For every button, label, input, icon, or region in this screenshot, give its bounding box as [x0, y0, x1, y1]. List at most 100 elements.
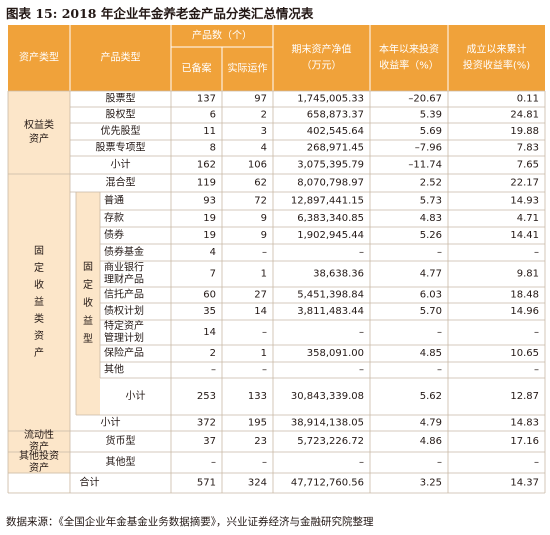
header-cumulative-return-unit: 投资收益率(%)	[463, 59, 530, 72]
ytd-return: 5.69	[420, 126, 442, 137]
cumulative-return: 17.16	[510, 436, 539, 447]
cumulative-return: 0.11	[517, 94, 539, 105]
net-asset-value: 38,914,138.05	[291, 418, 364, 429]
cumulative-return: 24.81	[510, 110, 539, 121]
figure-title: 图表 15: 2018 年企业年金养老金产品分类汇总情况表	[6, 6, 314, 21]
net-asset-value: 12,897,441.15	[291, 196, 364, 207]
header-nav: 期末资产净值	[292, 43, 352, 56]
cumulative-return: 14.37	[510, 478, 539, 489]
cumulative-return: 4.71	[517, 213, 539, 224]
group-liquidity-label: 资产	[29, 440, 49, 453]
cumulative-return: 7.65	[517, 160, 539, 171]
operating-count: 3	[261, 126, 267, 137]
operating-count: 27	[254, 290, 267, 301]
filed-count: 19	[203, 213, 216, 224]
cumulative-return: 10.65	[510, 348, 539, 359]
filed-count: 7	[210, 269, 216, 280]
operating-count: 97	[254, 94, 267, 105]
filed-count: 253	[197, 391, 216, 402]
product-name: 管理计划	[104, 331, 144, 344]
operating-count: 1	[261, 348, 267, 359]
ytd-return: –	[437, 247, 442, 258]
ytd-return: 5.39	[420, 110, 442, 121]
header-asset-type: 资产类型	[19, 51, 59, 64]
operating-count: –	[262, 457, 267, 468]
fixed-sub-column-band	[76, 192, 100, 415]
operating-count: 1	[261, 269, 267, 280]
net-asset-value: 30,843,339.08	[291, 391, 364, 402]
filed-count: 372	[197, 418, 216, 429]
filed-count: 60	[203, 290, 216, 301]
product-name: 特定资产	[104, 319, 144, 332]
cumulative-return: 14.41	[510, 230, 539, 241]
group-fixed-income-char: 产	[34, 346, 44, 359]
cumulative-return: –	[534, 327, 539, 338]
net-asset-value: 3,075,395.79	[297, 160, 364, 171]
group-other-label: 其他投资	[19, 449, 59, 462]
cumulative-return: 22.17	[510, 178, 539, 189]
operating-count: 133	[248, 391, 267, 402]
header-background	[8, 25, 545, 91]
net-asset-value: 6,383,340.85	[297, 213, 364, 224]
product-name: 债权计划	[104, 304, 144, 317]
product-name: 存款	[104, 211, 124, 224]
header-cumulative-return: 成立以来累计	[467, 43, 527, 56]
group-other-label: 资产	[29, 461, 49, 474]
cumulative-return: 18.48	[510, 290, 539, 301]
net-asset-value: 268,971.45	[307, 143, 364, 154]
product-name: 小计	[101, 416, 121, 429]
fixed-sub-char: 益	[83, 314, 93, 327]
filed-count: 37	[203, 436, 216, 447]
operating-count: 106	[248, 160, 267, 171]
header-operating: 实际运作	[228, 62, 268, 75]
net-asset-value: 8,070,798.97	[297, 178, 364, 189]
cumulative-return: 14.83	[510, 418, 539, 429]
operating-count: 9	[261, 213, 267, 224]
ytd-return: –	[437, 457, 442, 468]
header-count-group: 产品数（个）	[192, 29, 252, 42]
operating-count: –	[262, 327, 267, 338]
net-asset-value: 1,902,945.44	[297, 230, 364, 241]
filed-count: 571	[197, 478, 216, 489]
net-asset-value: 1,745,005.33	[297, 94, 364, 105]
product-name: 信托产品	[104, 288, 144, 301]
ytd-return: 5.73	[420, 196, 442, 207]
filed-count: 4	[210, 247, 216, 258]
net-asset-value: 358,091.00	[307, 348, 364, 359]
group-liquidity-label: 流动性	[24, 428, 54, 441]
ytd-return: 5.62	[420, 391, 442, 402]
cumulative-return: 14.96	[510, 306, 539, 317]
fixed-sub-char: 收	[83, 296, 93, 309]
ytd-return: –7.96	[415, 143, 442, 154]
fixed-sub-char: 型	[83, 332, 93, 345]
operating-count: 62	[254, 178, 267, 189]
total-row-merge	[8, 473, 70, 493]
header-ytd-return: 本年以来投资	[379, 43, 439, 56]
cumulative-return: –	[534, 457, 539, 468]
filed-count: 119	[197, 178, 216, 189]
ytd-return: –	[437, 365, 442, 376]
group-equity-label: 权益类	[24, 118, 54, 131]
product-name: 小计	[126, 389, 146, 402]
group-equity-label: 资产	[29, 132, 49, 145]
ytd-return: 6.03	[420, 290, 442, 301]
product-name: 货币型	[106, 434, 136, 447]
net-asset-value: 5,451,398.84	[297, 290, 364, 301]
filed-count: –	[211, 365, 216, 376]
operating-count: 9	[261, 230, 267, 241]
fixed-sub-char: 固	[83, 261, 93, 273]
product-name: 股票专项型	[96, 141, 146, 154]
filed-count: 137	[197, 94, 216, 105]
product-name: 股权型	[106, 108, 136, 121]
data-source-note: 数据来源：《全国企业年金基金业务数据摘要》，兴业证券经济与金融研究院整理	[6, 516, 374, 528]
filed-count: 8	[210, 143, 216, 154]
group-fixed-income-char: 固	[34, 245, 44, 257]
product-name: 小计	[111, 158, 131, 171]
ytd-return: 4.85	[420, 348, 442, 359]
product-name: 商业银行	[104, 261, 144, 274]
product-name: 混合型	[106, 176, 136, 189]
operating-count: –	[262, 365, 267, 376]
ytd-return: 4.77	[420, 269, 442, 280]
